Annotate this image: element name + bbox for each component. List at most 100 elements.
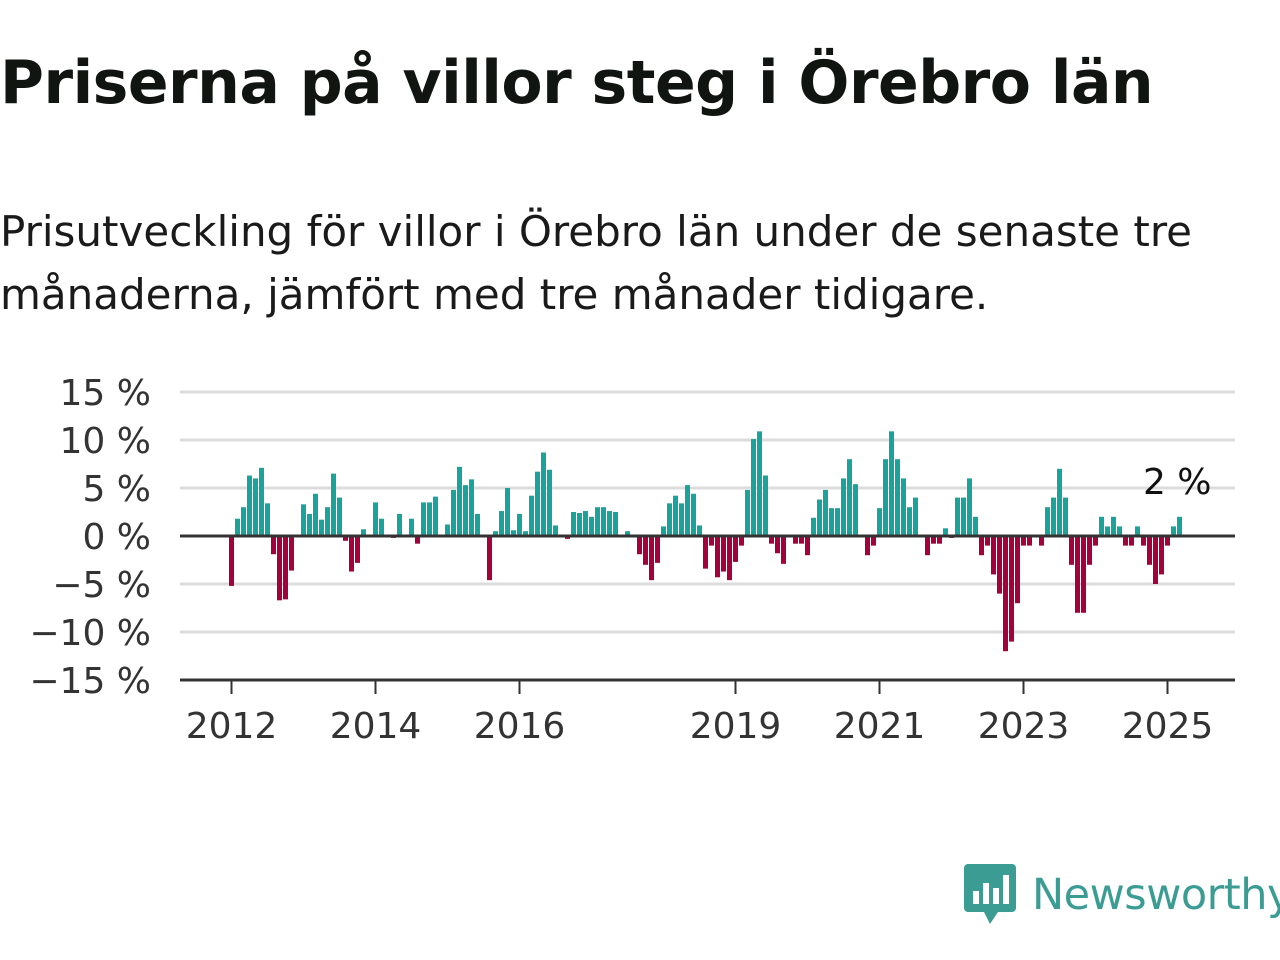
last-value-label: 2 %	[1143, 462, 1212, 503]
bar	[1123, 536, 1128, 546]
bar	[241, 507, 246, 536]
bar	[547, 469, 552, 536]
bar	[745, 489, 750, 536]
bar	[331, 473, 336, 536]
bar	[649, 536, 654, 581]
bar	[1069, 536, 1074, 565]
bar	[229, 536, 234, 586]
bar	[841, 478, 846, 536]
bar	[607, 511, 612, 536]
chart-title: Priserna på villor steg i Örebro län	[0, 48, 1154, 118]
bar	[259, 467, 264, 536]
bar	[709, 536, 714, 546]
bar	[835, 508, 840, 536]
bar	[733, 536, 738, 562]
bar	[661, 526, 666, 536]
bar	[523, 531, 528, 536]
axis-labels: 15 % 10 % 5 % 0 % −5 % −10 % −15 % 2012 2014 2016…	[29, 373, 1213, 747]
bar	[655, 536, 660, 563]
bar	[883, 459, 888, 536]
bar	[601, 507, 606, 536]
bar	[469, 479, 474, 536]
bar	[571, 512, 576, 536]
bar	[997, 536, 1002, 594]
bar	[517, 513, 522, 536]
bar	[451, 489, 456, 536]
bar	[337, 497, 342, 536]
bar	[877, 508, 882, 536]
bar	[355, 536, 360, 563]
bar	[967, 478, 972, 536]
newsworthy-logo-icon	[964, 864, 1016, 924]
bar	[235, 518, 240, 536]
bar	[325, 507, 330, 536]
bar	[1063, 497, 1068, 536]
bar	[541, 452, 546, 536]
bar	[265, 503, 270, 536]
bar	[343, 536, 348, 541]
bar	[985, 536, 990, 546]
grid-lines	[180, 390, 1235, 634]
bar-series	[229, 431, 1182, 652]
x-tick-label: 2025	[1122, 706, 1214, 747]
bar	[1147, 536, 1152, 565]
bar	[727, 536, 732, 581]
bar	[1171, 526, 1176, 536]
bar	[817, 499, 822, 536]
bar	[349, 536, 354, 572]
bar	[685, 485, 690, 536]
bar	[697, 525, 702, 536]
bar	[943, 528, 948, 536]
bar	[829, 508, 834, 536]
bar	[991, 536, 996, 575]
bar	[1015, 536, 1020, 604]
bar	[289, 536, 294, 571]
bar	[595, 507, 600, 536]
bar	[955, 497, 960, 536]
bar	[373, 502, 378, 536]
bar	[637, 536, 642, 555]
bar	[1153, 536, 1158, 584]
bar	[487, 536, 492, 581]
bar	[283, 536, 288, 600]
bar	[511, 530, 516, 536]
bar	[757, 431, 762, 536]
chart-subtitle: Prisutveckling för villor i Örebro län u…	[0, 207, 1193, 319]
bar	[613, 512, 618, 536]
bar	[973, 516, 978, 536]
bar	[253, 478, 258, 536]
bar	[781, 536, 786, 564]
bar	[505, 488, 510, 536]
y-tick-label: −10 %	[29, 613, 151, 654]
bar	[427, 502, 432, 536]
bar	[691, 493, 696, 536]
bar	[1129, 536, 1134, 546]
bar	[889, 431, 894, 536]
bar	[421, 502, 426, 536]
x-tick-label: 2019	[690, 706, 782, 747]
bar	[1159, 536, 1164, 575]
bar	[1081, 536, 1086, 613]
bar	[577, 512, 582, 536]
bar	[865, 536, 870, 556]
bar	[1165, 536, 1170, 546]
bar	[751, 439, 756, 536]
bar	[307, 513, 312, 536]
bar	[847, 459, 852, 536]
bar	[853, 484, 858, 536]
bar	[1075, 536, 1080, 613]
y-tick-label: 10 %	[60, 421, 151, 462]
bar	[247, 475, 252, 536]
bar	[1039, 536, 1044, 546]
bar	[1021, 536, 1026, 546]
bar	[445, 524, 450, 536]
bar	[379, 518, 384, 536]
bar	[409, 518, 414, 536]
brand-logo: Newsworthy	[964, 864, 1280, 926]
bar	[895, 459, 900, 536]
bar	[1027, 536, 1032, 546]
bar	[1105, 526, 1110, 536]
bar	[1009, 536, 1014, 642]
bar	[625, 531, 630, 536]
bar	[1111, 516, 1116, 536]
